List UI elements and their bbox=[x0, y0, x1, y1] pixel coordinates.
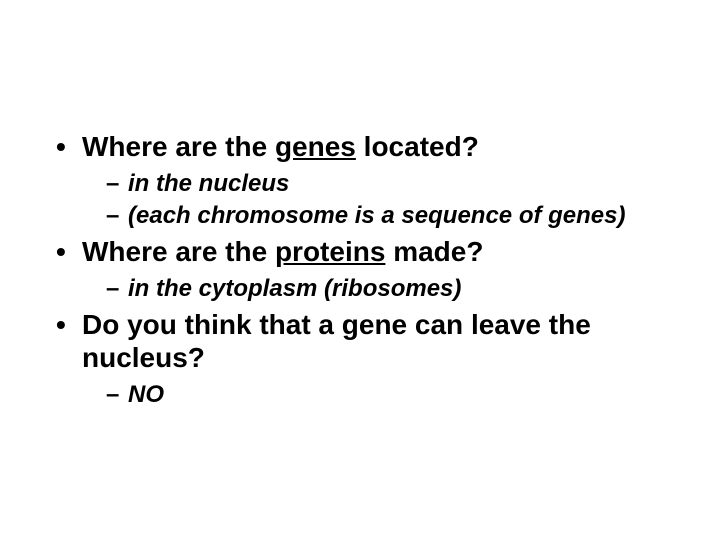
bullet-2-underlined: proteins bbox=[275, 236, 385, 267]
bullet-1: Where are the genes located? bbox=[50, 130, 670, 164]
sub-bullet-1-1: in the nucleus bbox=[50, 170, 670, 199]
bullet-1-post: located? bbox=[356, 131, 479, 162]
bullet-3: Do you think that a gene can leave the n… bbox=[50, 308, 670, 375]
sub-bullet-1-2: (each chromosome is a sequence of genes) bbox=[50, 202, 670, 231]
sub-bullet-2-1: in the cytoplasm (ribosomes) bbox=[50, 275, 670, 304]
bullet-2-pre: Where are the bbox=[82, 236, 275, 267]
bullet-3-pre: Do you think that a gene can leave the n… bbox=[82, 309, 591, 374]
bullet-block-1: Where are the genes located? in the nucl… bbox=[50, 130, 670, 231]
bullet-2: Where are the proteins made? bbox=[50, 235, 670, 269]
bullet-1-underlined: genes bbox=[275, 131, 356, 162]
bullet-1-pre: Where are the bbox=[82, 131, 275, 162]
bullet-block-3: Do you think that a gene can leave the n… bbox=[50, 308, 670, 410]
bullet-2-post: made? bbox=[385, 236, 483, 267]
sub-bullet-3-1: NO bbox=[50, 381, 670, 410]
bullet-block-2: Where are the proteins made? in the cyto… bbox=[50, 235, 670, 303]
slide: Where are the genes located? in the nucl… bbox=[0, 0, 720, 540]
